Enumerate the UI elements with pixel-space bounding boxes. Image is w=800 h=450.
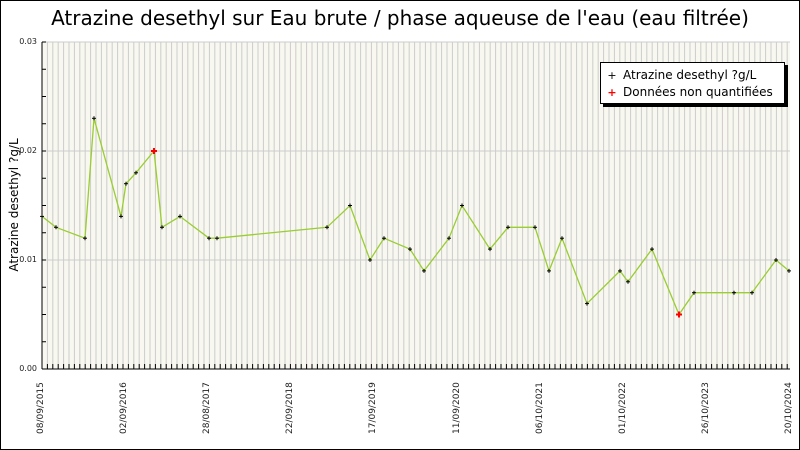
data-point <box>447 236 451 241</box>
data-point <box>787 268 791 273</box>
data-point <box>506 225 510 230</box>
black-plus-marker-icon: + <box>607 68 617 82</box>
legend: + Atrazine desethyl ?g/L + Données non q… <box>600 62 785 104</box>
data-point <box>215 236 219 241</box>
x-tick-label: 28/08/2017 <box>202 382 213 434</box>
data-point <box>692 290 696 295</box>
data-point <box>533 225 537 230</box>
data-point <box>560 236 564 241</box>
data-point <box>382 236 386 241</box>
data-point <box>408 247 412 252</box>
data-point <box>650 247 654 252</box>
data-point <box>134 170 138 175</box>
data-point <box>732 290 736 295</box>
data-point <box>124 181 128 186</box>
x-tick-label: 17/09/2019 <box>368 382 379 434</box>
data-point <box>119 214 123 219</box>
data-point <box>178 214 182 219</box>
x-tick-label: 26/10/2023 <box>700 382 711 434</box>
x-tick-label: 22/09/2018 <box>285 382 296 434</box>
data-point <box>348 203 352 208</box>
nq-data-point <box>676 311 682 318</box>
x-tick-label: 02/09/2016 <box>119 382 130 434</box>
x-tick-label: 06/10/2021 <box>534 382 545 434</box>
data-point <box>585 301 589 306</box>
data-point <box>750 290 754 295</box>
data-point <box>626 279 630 284</box>
data-point <box>368 258 372 262</box>
x-tick-label: 01/10/2022 <box>617 382 628 434</box>
data-point <box>488 247 492 252</box>
x-tick-label: 20/10/2024 <box>784 382 794 434</box>
legend-label: Données non quantifiées <box>623 85 773 99</box>
chart-title: Atrazine desethyl sur Eau brute / phase … <box>51 6 749 30</box>
data-point <box>547 268 551 273</box>
data-point <box>460 203 464 208</box>
data-point <box>54 225 58 230</box>
legend-label: Atrazine desethyl ?g/L <box>623 68 757 82</box>
red-plus-marker-icon: + <box>607 85 617 99</box>
x-tick-label: 08/09/2015 <box>36 382 46 434</box>
legend-item-measured: + Atrazine desethyl ?g/L <box>601 66 756 84</box>
data-point <box>325 225 329 230</box>
data-point <box>422 268 426 273</box>
data-point <box>83 236 87 241</box>
y-tick-label: 0.00 <box>19 364 37 373</box>
data-point <box>92 116 96 121</box>
data-point <box>40 214 44 219</box>
data-point <box>618 268 622 273</box>
y-tick-label: 0.01 <box>19 255 37 264</box>
y-tick-label: 0.03 <box>19 37 37 46</box>
data-point <box>160 225 164 230</box>
data-point <box>774 258 778 262</box>
nq-data-point <box>151 148 157 154</box>
x-tick-label: 11/09/2020 <box>451 382 462 434</box>
y-tick-label: 0.02 <box>19 146 37 155</box>
legend-item-nq: + Données non quantifiées <box>601 83 773 101</box>
data-point <box>207 236 211 241</box>
